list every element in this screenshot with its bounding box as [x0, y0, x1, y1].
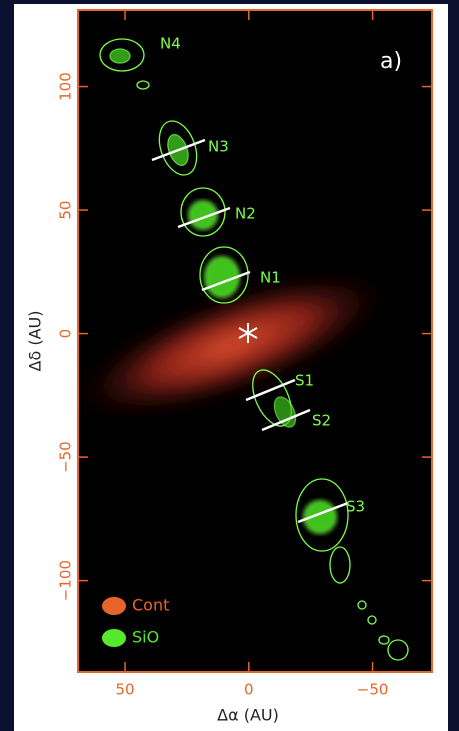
- knot-label: S2: [312, 412, 331, 430]
- y-tick-label: −50: [57, 441, 75, 473]
- legend-swatch: [102, 629, 126, 647]
- y-tick-label: 0: [57, 329, 75, 339]
- knot-label: S1: [295, 372, 314, 390]
- x-tick-label: −50: [357, 681, 389, 699]
- panel-label: a): [380, 49, 402, 74]
- legend-swatch: [102, 597, 126, 615]
- y-axis-label: Δδ (AU): [26, 311, 45, 372]
- figure: a) Δα (AU) Δδ (AU) 50 0 −50 100 50 0 −50 −100 N4…: [0, 0, 459, 731]
- y-tick-label: 50: [57, 201, 75, 220]
- y-tick-label: 100: [57, 72, 75, 101]
- knot-label: N1: [260, 269, 281, 287]
- page: a) Δα (AU) Δδ (AU) 50 0 −50 100 50 0 −50 −100 N4…: [0, 0, 459, 731]
- plot-area: a): [61, 10, 432, 672]
- knot-label: N4: [160, 35, 181, 53]
- knot-label: N2: [235, 205, 256, 223]
- x-axis-label: Δα (AU): [217, 706, 279, 725]
- x-tick-label: 50: [115, 681, 134, 699]
- y-tick-label: −100: [57, 560, 75, 601]
- contour: [110, 49, 130, 63]
- knot-label: S3: [346, 498, 365, 516]
- legend-label: Cont: [132, 596, 169, 615]
- legend-label: SiO: [132, 628, 159, 647]
- x-tick-label: 0: [244, 681, 254, 699]
- knot-label: N3: [208, 138, 229, 156]
